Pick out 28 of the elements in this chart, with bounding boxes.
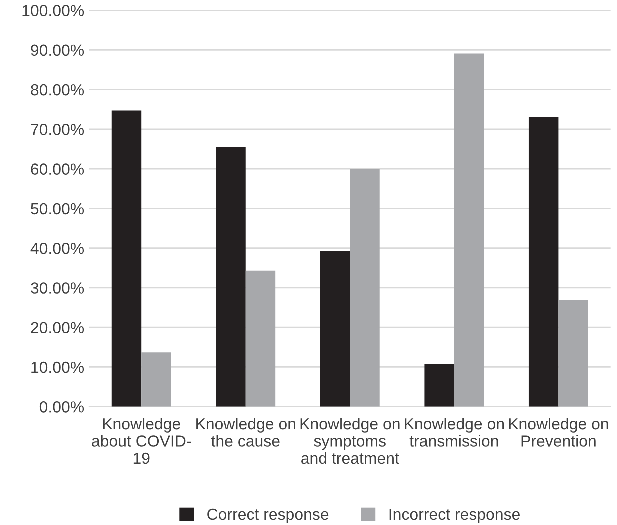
bar xyxy=(216,147,246,407)
bar xyxy=(246,270,276,407)
x-tick-label: Knowledge on transmission xyxy=(405,418,504,447)
x-tick-label: Knowledge about COVID- 19 xyxy=(92,418,192,464)
y-tick-label: 90.00% xyxy=(31,44,84,56)
y-tick-label: 40.00% xyxy=(30,242,84,254)
bar xyxy=(454,54,484,407)
y-tick-label: 30.00% xyxy=(31,282,84,294)
y-tick-label: 50.00% xyxy=(31,203,84,215)
x-tick-label: Knowledge on Prevention xyxy=(509,418,608,447)
x-tick-label: Knowledge on symptoms and treatment xyxy=(300,418,400,464)
y-tick-label: 100.00% xyxy=(22,5,84,16)
y-tick-label: 20.00% xyxy=(31,322,84,334)
bar xyxy=(142,352,172,407)
bar xyxy=(350,169,380,407)
legend-label: Correct response xyxy=(208,508,329,524)
y-tick-label: 80.00% xyxy=(31,84,84,96)
y-tick-label: 60.00% xyxy=(31,164,84,175)
bar xyxy=(112,110,142,407)
bar xyxy=(528,118,559,407)
y-tick-label: 10.00% xyxy=(32,362,84,374)
legend-label: Incorrect response xyxy=(390,509,520,524)
x-tick-label: Knowledge on the cause xyxy=(196,418,296,447)
y-tick-label: 70.00% xyxy=(31,124,84,136)
bar xyxy=(320,251,350,407)
bar xyxy=(424,364,454,407)
y-tick-label: 0.00% xyxy=(40,402,84,413)
bar xyxy=(558,300,588,407)
